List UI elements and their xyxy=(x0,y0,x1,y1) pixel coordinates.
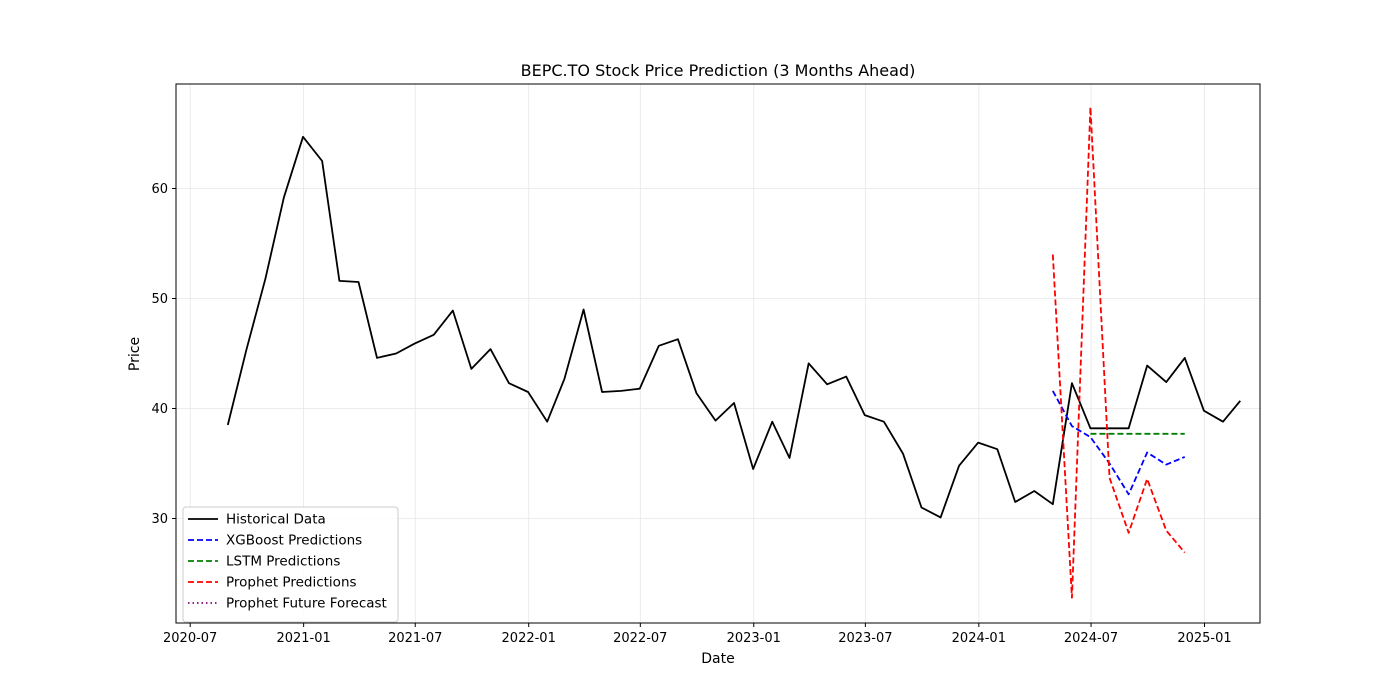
legend: Historical Data XGBoost Predictions LSTM P… xyxy=(182,506,399,623)
y-tick-label: 60 xyxy=(151,182,168,197)
series-lines xyxy=(226,106,1241,599)
x-tick-label: 2021-07 xyxy=(388,631,442,646)
x-tick-label: 2022-07 xyxy=(613,631,667,646)
x-tick-label: 2024-01 xyxy=(952,631,1006,646)
x-tick-label: 2023-07 xyxy=(838,631,892,646)
x-tick-label: 2022-01 xyxy=(502,631,556,646)
plot-area-frame xyxy=(175,83,1261,624)
prophet-predictions-line xyxy=(1051,106,1186,599)
x-tick-label: 2025-01 xyxy=(1177,631,1231,646)
y-tick-label: 40 xyxy=(151,402,168,417)
y-tick-label: 30 xyxy=(151,512,168,527)
legend-label-prophet-future-forecast: Prophet Future Forecast xyxy=(226,596,387,612)
legend-label-historical-data: Historical Data xyxy=(226,512,326,528)
legend-label-xgboost-predictions: XGBoost Predictions xyxy=(226,533,362,549)
x-tick-label: 2024-07 xyxy=(1064,631,1118,646)
y-axis-label: Price xyxy=(127,337,143,371)
axis-ticks: 2020-07 2021-01 2021-07 2022-01 2022-07 2023-… xyxy=(151,182,1231,646)
legend-box xyxy=(182,506,399,623)
x-tick-label: 2020-07 xyxy=(163,631,217,646)
legend-label-prophet-predictions: Prophet Predictions xyxy=(226,575,357,591)
y-tick-label: 50 xyxy=(151,292,168,307)
x-tick-label: 2023-01 xyxy=(727,631,781,646)
historical-data-line xyxy=(226,135,1241,519)
x-axis-label: Date xyxy=(701,651,734,667)
xgboost-predictions-line xyxy=(1052,390,1186,496)
x-tick-label: 2021-01 xyxy=(276,631,330,646)
legend-label-lstm-predictions: LSTM Predictions xyxy=(226,554,340,570)
chart-title: BEPC.TO Stock Price Prediction (3 Months… xyxy=(521,61,916,80)
